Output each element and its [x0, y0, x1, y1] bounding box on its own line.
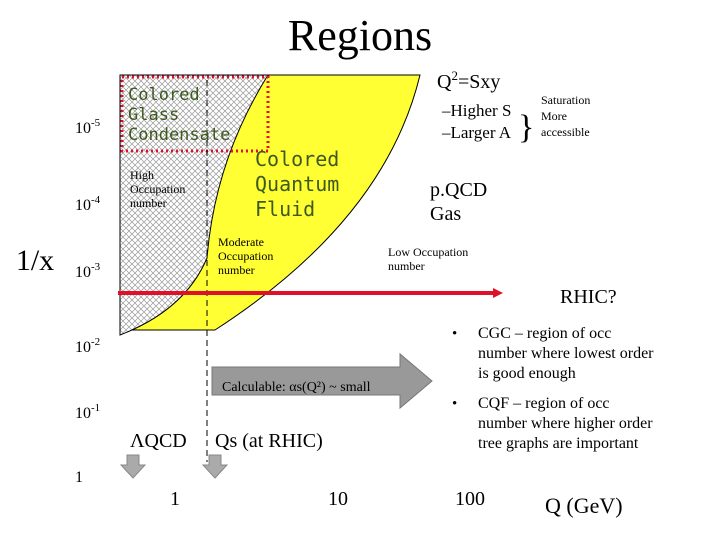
label-line: –Larger A [441, 123, 512, 142]
label-line: –Higher S [441, 101, 511, 120]
label-line: number where lowest order [478, 345, 654, 362]
calc-label: Calculable: αs(Q²) ~ small [222, 380, 371, 395]
label-line: number where higher order [478, 415, 653, 432]
tick-exp: -3 [91, 261, 101, 273]
y-tick-label: 10-2 [75, 336, 100, 356]
cgc-region [119, 74, 269, 336]
bullet-dot: • [452, 326, 457, 342]
label-line: p.QCD [430, 179, 487, 201]
label-line: accessible [541, 125, 590, 139]
tick-exp: -4 [91, 194, 101, 206]
lambda-label: ΛQCD [130, 430, 187, 452]
x-tick-label: 1 [170, 488, 180, 510]
label-line: Colored [255, 147, 339, 171]
label-line: number [130, 196, 167, 210]
x-label: Q (GeV) [545, 493, 623, 518]
qs-arrow [201, 454, 229, 479]
y-tick-label: 1 [75, 469, 83, 486]
y-tick-label: 10-3 [75, 261, 101, 281]
brace: } [518, 109, 534, 146]
lambda-arrow [119, 454, 147, 479]
label-line: Low Occupation [388, 245, 468, 259]
tick-base: 1 [75, 469, 83, 486]
y-tick-label: 10-4 [75, 194, 101, 214]
label-line: Saturation [541, 93, 590, 107]
tick-exp: -2 [91, 336, 100, 348]
label-line: Gas [430, 203, 461, 225]
bullet-dot: • [452, 396, 457, 412]
qs-label: Qs (at RHIC) [215, 430, 323, 452]
tick-base: 10 [75, 339, 91, 356]
label-line: Colored [128, 85, 200, 105]
label-line: Quantum [255, 172, 339, 196]
label-line: More [541, 109, 567, 123]
label-line: CGC – region of occ [478, 325, 611, 342]
label-line: Occupation [130, 182, 185, 196]
x-tick-label: 10 [328, 488, 348, 510]
tick-base: 10 [75, 197, 91, 214]
y-tick-label: 10-1 [75, 402, 100, 422]
label-line: High [130, 168, 154, 182]
y-tick-label: 10-5 [75, 117, 101, 137]
tick-base: 10 [75, 120, 91, 137]
label-line: number [218, 263, 255, 277]
label-line: number [388, 259, 425, 273]
label-line: CQF – region of occ [478, 395, 610, 412]
label-line: is good enough [478, 365, 576, 382]
label-line: Moderate [218, 235, 264, 249]
tick-exp: -1 [91, 402, 100, 414]
label-line: Condensate [128, 125, 230, 145]
x-tick-label: 100 [455, 488, 485, 510]
label-line: Glass [128, 105, 179, 125]
y-label: 1/x [16, 244, 54, 277]
tick-base: 10 [75, 264, 91, 281]
tick-exp: -5 [91, 117, 101, 129]
label-line: Fluid [255, 197, 315, 221]
q2-label: Q2=Sxy [437, 68, 500, 93]
calc-arrow [211, 352, 433, 410]
title: Regions [288, 11, 432, 60]
tick-base: 10 [75, 405, 91, 422]
label-line: tree graphs are important [478, 435, 639, 452]
label-line: Occupation [218, 249, 273, 263]
rhic-label: RHIC? [560, 286, 617, 308]
